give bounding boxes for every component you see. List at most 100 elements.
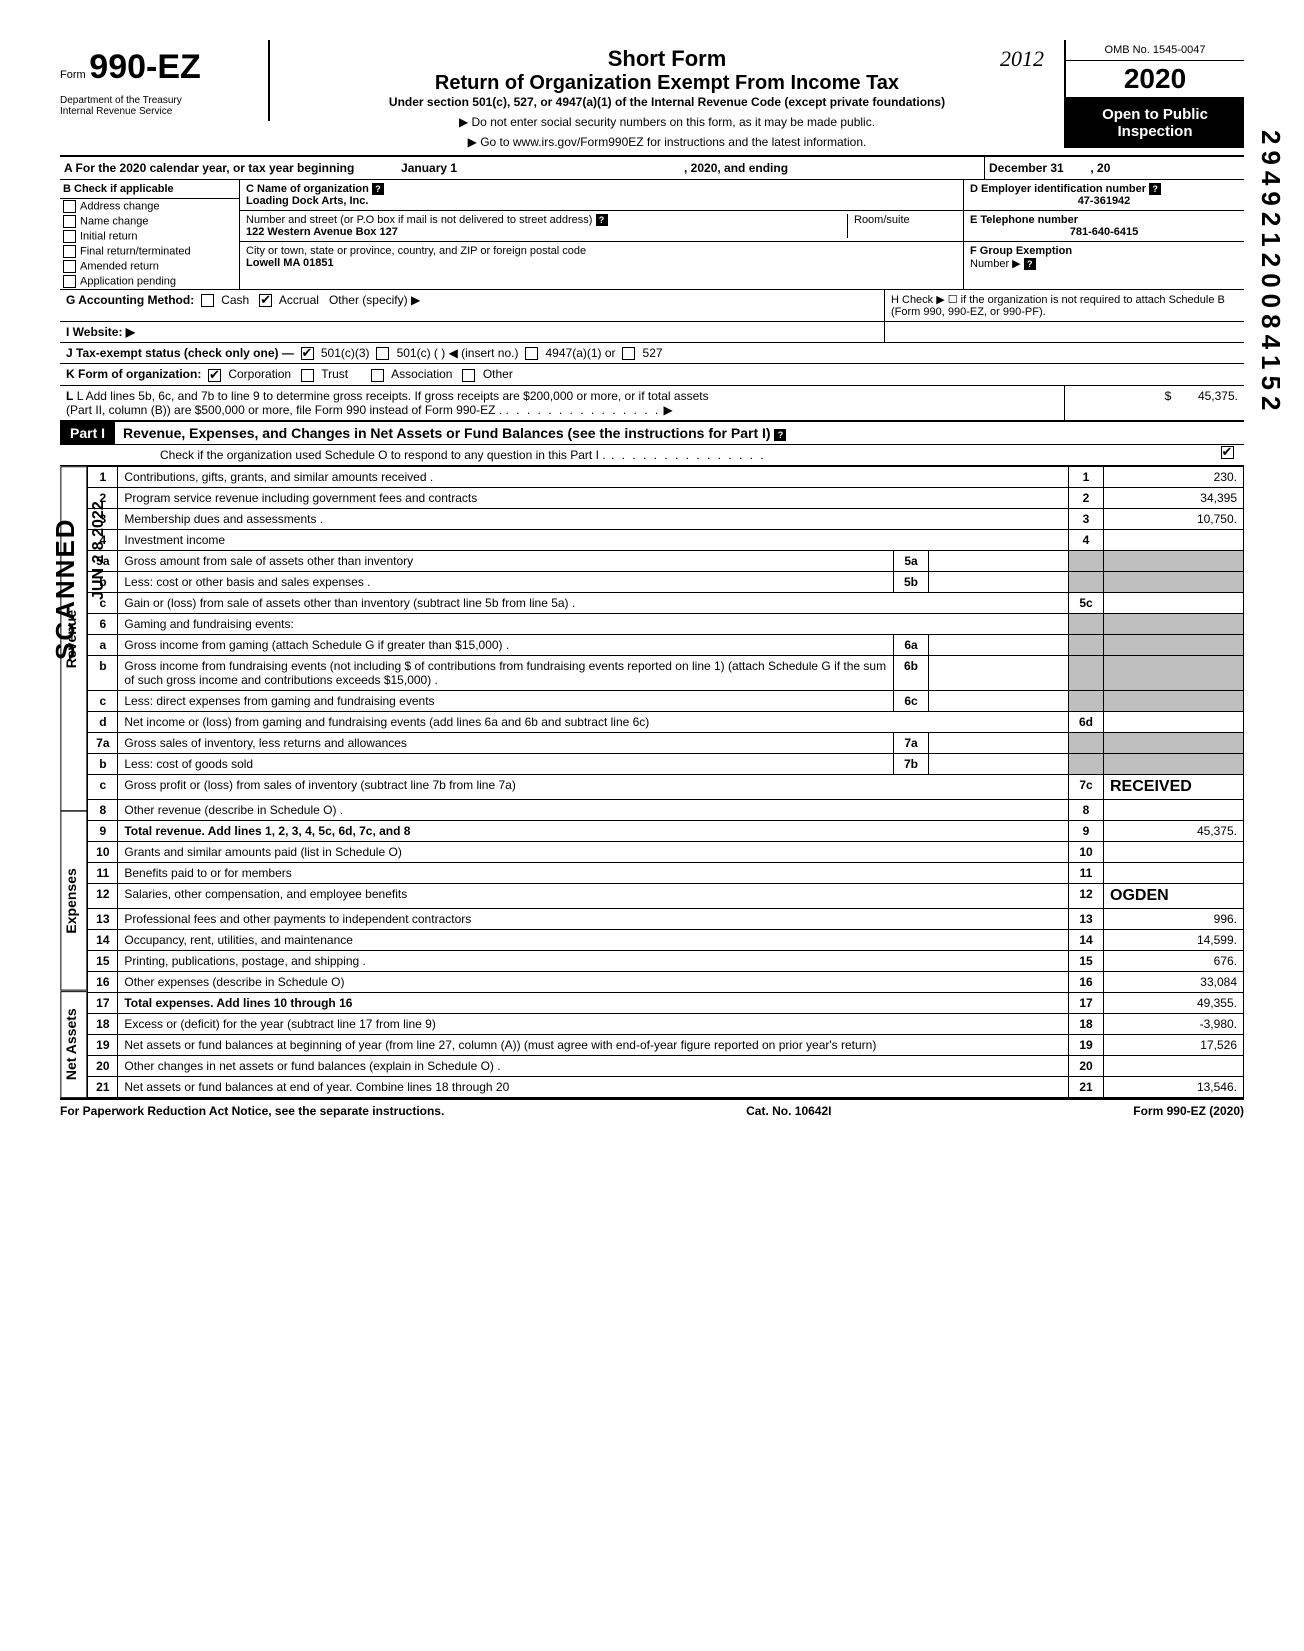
cb-trust[interactable] bbox=[301, 369, 314, 382]
line-number: 18 bbox=[88, 1013, 118, 1034]
street-label: Number and street (or P.O box if mail is… bbox=[246, 214, 592, 226]
help-icon[interactable]: ? bbox=[596, 214, 608, 226]
cb-initial-return[interactable]: Initial return bbox=[60, 229, 239, 244]
side-labels: Revenue Expenses Net Assets bbox=[60, 466, 87, 1098]
city-label: City or town, state or province, country… bbox=[246, 245, 586, 257]
amount bbox=[1104, 529, 1244, 550]
opt-name: Name change bbox=[80, 215, 149, 227]
cb-address-change[interactable]: Address change bbox=[60, 199, 239, 214]
col-number: 3 bbox=[1069, 508, 1104, 529]
sub-line-number: 7a bbox=[894, 732, 929, 753]
cb-other[interactable] bbox=[462, 369, 475, 382]
line-text: Salaries, other compensation, and employ… bbox=[118, 883, 1069, 908]
g-accrual: Accrual bbox=[279, 293, 319, 307]
line-text: Grants and similar amounts paid (list in… bbox=[118, 841, 1069, 862]
form-number: 990-EZ bbox=[89, 48, 201, 86]
amount bbox=[1104, 1055, 1244, 1076]
line-text: Gross income from fundraising events (no… bbox=[118, 655, 894, 690]
cb-pending[interactable]: Application pending bbox=[60, 274, 239, 289]
line-number: 13 bbox=[88, 908, 118, 929]
col-number: 9 bbox=[1069, 820, 1104, 841]
cb-4947[interactable] bbox=[525, 347, 538, 360]
city-value: Lowell MA 01851 bbox=[246, 257, 334, 269]
col-number: 14 bbox=[1069, 929, 1104, 950]
table-row: 17Total expenses. Add lines 10 through 1… bbox=[88, 992, 1244, 1013]
year-prefix: 20 bbox=[1124, 63, 1155, 94]
amount: 13,546. bbox=[1104, 1076, 1244, 1097]
shade-cell bbox=[1069, 753, 1104, 774]
label-net-assets: Net Assets bbox=[60, 991, 87, 1098]
table-row: 16Other expenses (describe in Schedule O… bbox=[88, 971, 1244, 992]
amount bbox=[1104, 592, 1244, 613]
line-number: 12 bbox=[88, 883, 118, 908]
table-row: cGross profit or (loss) from sales of in… bbox=[88, 774, 1244, 799]
j-4947: 4947(a)(1) or bbox=[546, 346, 616, 360]
year-bold: 20 bbox=[1155, 63, 1186, 94]
line-text: Total revenue. Add lines 1, 2, 3, 4, 5c,… bbox=[118, 820, 1069, 841]
line-j: J Tax-exempt status (check only one) — 5… bbox=[60, 343, 1244, 364]
j-501c3: 501(c)(3) bbox=[321, 346, 370, 360]
tax-year: 2020 bbox=[1066, 61, 1244, 98]
cb-527[interactable] bbox=[622, 347, 635, 360]
k-corp: Corporation bbox=[228, 367, 291, 381]
amount bbox=[1104, 799, 1244, 820]
part1-check: Check if the organization used Schedule … bbox=[60, 445, 1244, 466]
col-number: 17 bbox=[1069, 992, 1104, 1013]
cb-final-return[interactable]: Final return/terminated bbox=[60, 244, 239, 259]
line-text: Other expenses (describe in Schedule O) bbox=[118, 971, 1069, 992]
col-number: 16 bbox=[1069, 971, 1104, 992]
help-icon[interactable]: ? bbox=[774, 429, 786, 441]
shade-cell bbox=[1069, 634, 1104, 655]
line-text: Gross sales of inventory, less returns a… bbox=[118, 732, 894, 753]
omb-number: OMB No. 1545-0047 bbox=[1066, 40, 1244, 61]
table-row: 18Excess or (deficit) for the year (subt… bbox=[88, 1013, 1244, 1034]
col-number: 5c bbox=[1069, 592, 1104, 613]
footer-right: Form 990-EZ (2020) bbox=[1133, 1104, 1244, 1118]
ein-label: D Employer identification number bbox=[970, 183, 1146, 195]
line-text: Less: cost or other basis and sales expe… bbox=[118, 571, 894, 592]
col-number: 12 bbox=[1069, 883, 1104, 908]
col-b: B Check if applicable Address change Nam… bbox=[60, 180, 240, 289]
line-text: Net income or (loss) from gaming and fun… bbox=[118, 711, 1069, 732]
help-icon[interactable]: ? bbox=[1149, 183, 1161, 195]
group-number-label: Number ▶ bbox=[970, 258, 1021, 270]
shade-cell bbox=[1069, 550, 1104, 571]
help-icon[interactable]: ? bbox=[372, 183, 384, 195]
cb-501c3[interactable] bbox=[301, 347, 314, 360]
k-trust: Trust bbox=[321, 367, 348, 381]
col-number: 1 bbox=[1069, 466, 1104, 487]
k-assoc: Association bbox=[391, 367, 452, 381]
amount: 230. bbox=[1104, 466, 1244, 487]
table-row: 13Professional fees and other payments t… bbox=[88, 908, 1244, 929]
i-label: I Website: ▶ bbox=[66, 325, 135, 339]
section-bcdef: B Check if applicable Address change Nam… bbox=[60, 180, 1244, 290]
table-row: 14Occupancy, rent, utilities, and mainte… bbox=[88, 929, 1244, 950]
cb-cash[interactable] bbox=[201, 294, 214, 307]
cb-schedule-o[interactable] bbox=[1221, 446, 1234, 459]
label-revenue: Revenue bbox=[60, 466, 87, 811]
street-value: 122 Western Avenue Box 127 bbox=[246, 226, 398, 238]
line-text: Membership dues and assessments . bbox=[118, 508, 1069, 529]
row-a-ending-label: , 2020, and ending bbox=[684, 161, 788, 175]
col-number: 18 bbox=[1069, 1013, 1104, 1034]
row-a-end-date: December 31 bbox=[989, 161, 1064, 175]
table-row: 7aGross sales of inventory, less returns… bbox=[88, 732, 1244, 753]
dept-treasury: Department of the Treasury bbox=[60, 95, 268, 106]
line-number: 11 bbox=[88, 862, 118, 883]
cb-501c[interactable] bbox=[376, 347, 389, 360]
cb-accrual[interactable] bbox=[259, 294, 272, 307]
table-row: 4Investment income4 bbox=[88, 529, 1244, 550]
cb-name-change[interactable]: Name change bbox=[60, 214, 239, 229]
sub-amount bbox=[929, 550, 1069, 571]
cb-assoc[interactable] bbox=[371, 369, 384, 382]
j-527: 527 bbox=[643, 346, 663, 360]
shade-cell bbox=[1104, 690, 1244, 711]
amount: 996. bbox=[1104, 908, 1244, 929]
cb-amended[interactable]: Amended return bbox=[60, 259, 239, 274]
help-icon[interactable]: ? bbox=[1024, 258, 1036, 270]
cb-corp[interactable] bbox=[208, 369, 221, 382]
shade-cell bbox=[1104, 550, 1244, 571]
k-label: K Form of organization: bbox=[66, 367, 201, 381]
part1-tag: Part I bbox=[60, 422, 115, 444]
open-to-public: Open to Public Inspection bbox=[1066, 98, 1244, 148]
